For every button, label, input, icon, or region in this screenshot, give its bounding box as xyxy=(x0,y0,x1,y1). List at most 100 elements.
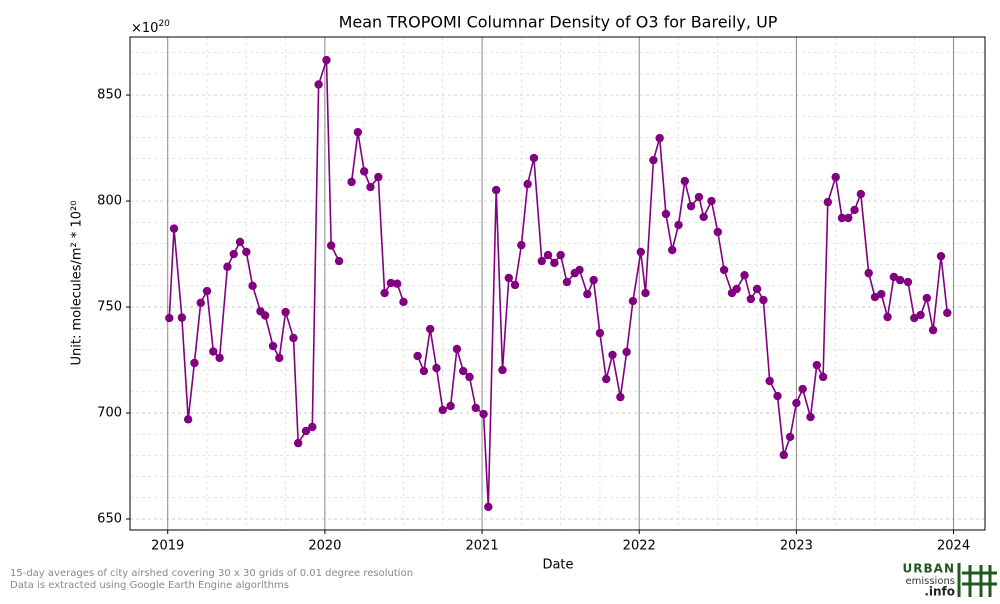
data-point xyxy=(517,240,526,250)
plot-frame xyxy=(129,36,986,531)
logo: URBAN emissions .info xyxy=(903,562,997,599)
data-point xyxy=(529,153,539,163)
x-tick-label: 2020 xyxy=(308,539,341,554)
data-point xyxy=(608,350,617,360)
data-point xyxy=(622,347,631,357)
logo-icon xyxy=(957,563,997,597)
data-point xyxy=(732,284,741,294)
data-point xyxy=(818,372,828,382)
data-point xyxy=(844,213,853,223)
data-point xyxy=(765,376,774,386)
data-point xyxy=(334,256,344,266)
data-point xyxy=(190,358,199,368)
logo-text: URBAN xyxy=(903,562,955,576)
data-point xyxy=(289,333,298,343)
y-tick-label: 650 xyxy=(97,511,122,526)
x-tick-label: 2019 xyxy=(151,539,184,554)
data-point xyxy=(169,224,179,233)
data-point xyxy=(326,241,336,250)
data-point xyxy=(380,288,389,298)
data-point xyxy=(413,351,422,361)
data-point xyxy=(196,298,205,307)
chart-title: Mean TROPOMI Columnar Density of O3 for … xyxy=(339,13,778,32)
data-point xyxy=(779,450,789,460)
data-point xyxy=(550,258,559,268)
data-point xyxy=(674,220,683,230)
data-point xyxy=(425,324,435,334)
data-point xyxy=(177,313,187,322)
data-point xyxy=(616,392,625,402)
data-point xyxy=(910,313,919,323)
data-point xyxy=(699,212,708,222)
y-tick-label: 800 xyxy=(97,194,122,209)
data-point xyxy=(484,502,493,512)
data-point xyxy=(746,294,756,304)
data-point xyxy=(492,185,501,195)
data-point xyxy=(823,197,833,207)
y-offset-text: ×1020 xyxy=(131,19,170,36)
offset-exponent: 20 xyxy=(158,19,170,29)
data-point xyxy=(293,438,303,448)
data-point xyxy=(575,265,584,275)
data-point xyxy=(242,247,251,257)
data-point xyxy=(432,363,441,373)
data-point xyxy=(562,277,572,287)
data-point xyxy=(719,265,729,275)
data-point xyxy=(680,176,690,186)
footer-note: 15-day averages of city airshed covering… xyxy=(10,568,413,579)
x-tick-label: 2022 xyxy=(623,539,656,554)
data-point xyxy=(452,344,462,354)
data-point xyxy=(668,245,677,255)
data-point xyxy=(686,201,696,211)
data-point xyxy=(202,286,212,296)
data-point xyxy=(928,325,938,335)
data-point xyxy=(322,55,331,65)
data-point xyxy=(831,172,840,182)
data-point xyxy=(347,177,356,187)
data-point xyxy=(353,127,363,137)
x-axis-label: Date xyxy=(542,558,573,573)
data-point xyxy=(523,179,532,189)
data-point xyxy=(759,295,768,305)
x-tick-label: 2023 xyxy=(780,539,813,554)
logo-text: .info xyxy=(924,585,955,599)
data-point xyxy=(694,192,704,202)
data-point xyxy=(392,279,402,288)
data-point xyxy=(281,307,290,317)
data-point xyxy=(922,293,932,303)
data-point xyxy=(649,155,658,165)
footer-note: Data is extracted using Google Earth Eng… xyxy=(10,580,289,591)
x-tick-label: 2021 xyxy=(466,539,499,554)
data-point xyxy=(661,209,671,219)
logo-text: emissions xyxy=(905,576,955,587)
data-point xyxy=(877,289,886,299)
data-point xyxy=(595,328,605,338)
data-point xyxy=(209,347,218,356)
data-point xyxy=(260,311,270,320)
data-point xyxy=(895,275,905,285)
data-point xyxy=(792,398,801,408)
data-point xyxy=(366,182,375,192)
data-point xyxy=(883,312,892,322)
data-point xyxy=(740,271,749,280)
x-tick-label: 2024 xyxy=(937,539,970,554)
y-tick-label: 850 xyxy=(97,88,122,103)
data-point xyxy=(916,310,925,320)
data-point xyxy=(889,272,899,282)
data-point xyxy=(504,273,513,283)
data-point xyxy=(229,249,238,259)
data-point xyxy=(628,296,638,306)
data-point xyxy=(399,297,408,307)
data-point xyxy=(446,401,455,411)
data-point xyxy=(465,372,474,382)
data-point xyxy=(165,313,174,323)
data-point xyxy=(713,227,723,237)
data-point xyxy=(308,422,317,432)
data-point xyxy=(798,384,807,394)
data-point xyxy=(936,251,946,261)
data-point xyxy=(471,403,480,413)
data-point xyxy=(479,409,488,419)
data-point xyxy=(870,292,880,302)
data-point xyxy=(602,374,611,384)
